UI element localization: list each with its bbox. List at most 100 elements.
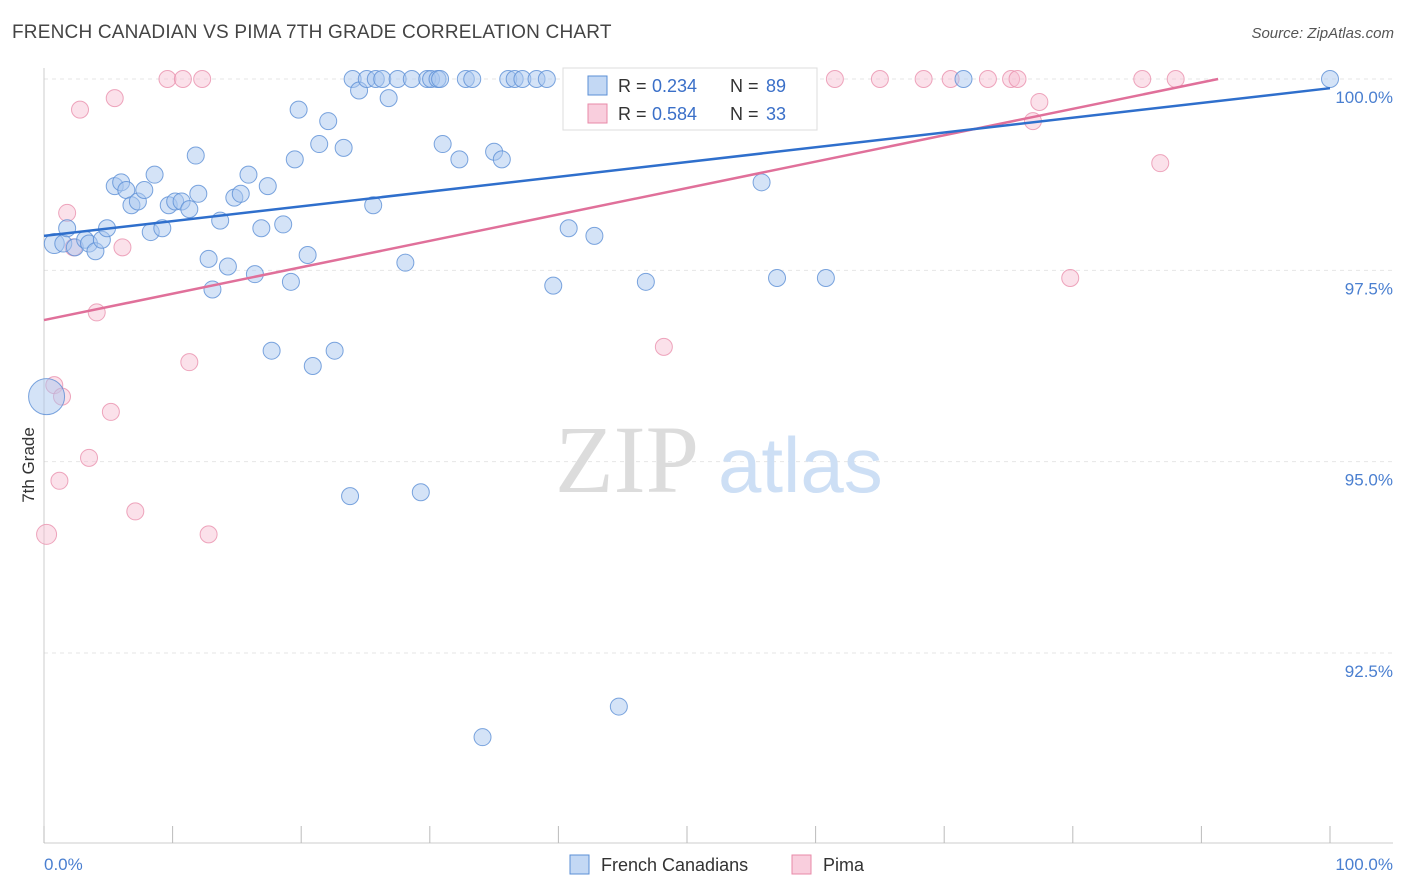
axes — [43, 68, 1393, 844]
french-canadians-point — [325, 341, 344, 360]
legend-n-value-blue: 89 — [766, 76, 786, 96]
pima-point — [1061, 268, 1080, 287]
french-canadians-point — [245, 265, 264, 284]
bottom-legend-swatch-blue — [569, 854, 590, 875]
x-tick-label-0: 0.0% — [44, 855, 83, 874]
series-french-canadians-points — [28, 70, 1339, 747]
french-canadians-point — [281, 272, 300, 291]
french-canadians-point — [289, 100, 308, 119]
watermark-atlas: atlas — [718, 421, 883, 509]
pima-trend-line — [43, 77, 1219, 322]
french-canadians-trend-line — [43, 86, 1331, 238]
french-canadians-point — [364, 196, 383, 215]
french-canadians-point — [285, 150, 304, 169]
french-canadians-point — [334, 138, 353, 157]
french-canadians-point — [752, 173, 771, 192]
pima-point — [101, 402, 120, 421]
french-canadians-point — [28, 378, 66, 416]
pima-point — [80, 448, 99, 467]
pima-point — [193, 70, 212, 88]
french-canadians-point — [492, 150, 511, 169]
french-canadians-point — [199, 249, 218, 268]
gridlines — [44, 78, 1393, 654]
pima-point — [87, 303, 106, 322]
pima-point — [71, 100, 90, 119]
french-canadians-point — [768, 268, 787, 287]
pima-point — [173, 70, 192, 88]
pima-point — [825, 70, 844, 88]
y-axis-label: 7th Grade — [19, 427, 38, 503]
french-canadians-point — [431, 70, 450, 88]
french-canadians-point — [463, 70, 482, 88]
french-canadians-point — [239, 165, 258, 184]
french-canadians-point — [180, 200, 199, 219]
pima-point — [1166, 70, 1185, 88]
french-canadians-point — [262, 341, 281, 360]
french-canadians-point — [1321, 70, 1339, 88]
tick-labels: 92.5% 95.0% 97.5% 100.0% 0.0% 100.0% — [44, 88, 1393, 874]
pima-point — [978, 70, 997, 88]
pima-point — [105, 89, 124, 108]
pima-point — [36, 523, 58, 545]
pima-point — [113, 238, 132, 257]
legend-r-label-blue: R = — [618, 76, 647, 96]
french-canadians-point — [396, 253, 415, 272]
french-canadians-point — [145, 165, 164, 184]
french-canadians-point — [609, 697, 628, 716]
y-tick-label-3: 100.0% — [1335, 88, 1393, 107]
legend-r-label-pink: R = — [618, 104, 647, 124]
french-canadians-point — [310, 135, 329, 154]
french-canadians-point — [303, 357, 322, 375]
pima-point — [1030, 92, 1049, 111]
french-canadians-point — [379, 89, 398, 108]
french-canadians-point — [231, 184, 250, 203]
french-canadians-point — [544, 276, 563, 295]
legend-n-value-pink: 33 — [766, 104, 786, 124]
french-canadians-point — [319, 112, 338, 131]
legend-swatch-blue — [587, 75, 608, 96]
french-canadians-point — [816, 268, 835, 287]
pima-point — [870, 70, 889, 88]
french-canadians-point — [274, 215, 293, 234]
french-canadians-point — [135, 180, 154, 199]
y-tick-label-2: 97.5% — [1345, 279, 1393, 298]
french-canadians-point — [473, 728, 492, 747]
source-credit: Source: ZipAtlas.com — [1251, 25, 1394, 42]
pima-point — [1008, 70, 1027, 88]
legend-swatch-pink — [587, 103, 608, 124]
trend-lines — [43, 77, 1331, 322]
pima-point — [1151, 154, 1170, 173]
pima-point — [654, 337, 673, 356]
french-canadians-point — [559, 219, 578, 238]
y-tick-label-0: 92.5% — [1345, 662, 1393, 681]
french-canadians-point — [585, 226, 604, 245]
french-canadians-point — [433, 135, 452, 154]
french-canadians-point — [218, 257, 237, 276]
pima-point — [914, 70, 933, 88]
pima-point — [50, 471, 69, 490]
french-canadians-point — [298, 246, 317, 265]
pima-point — [180, 353, 199, 372]
french-canadians-point — [402, 70, 421, 88]
pima-point — [158, 70, 177, 88]
french-canadians-point — [537, 70, 556, 88]
french-canadians-point — [341, 487, 360, 506]
french-canadians-point — [954, 70, 973, 88]
legend-r-value-pink: 0.584 — [652, 104, 697, 124]
pima-point — [199, 525, 218, 544]
legend-r-value-blue: 0.234 — [652, 76, 697, 96]
y-tick-label-1: 95.0% — [1345, 471, 1393, 490]
legend-n-label-blue: N = — [730, 76, 759, 96]
french-canadians-point — [373, 70, 392, 88]
french-canadians-point — [252, 219, 271, 238]
watermark-zip: ZIP — [555, 406, 699, 513]
bottom-legend-swatch-pink — [791, 854, 812, 875]
bottom-legend-pima: Pima — [823, 855, 865, 875]
french-canadians-point — [636, 272, 655, 291]
watermark: ZIP atlas — [555, 406, 883, 513]
legend-box: R = 0.234 N = 89 R = 0.584 N = 33 — [562, 67, 818, 131]
french-canadians-point — [258, 177, 277, 196]
legend-n-label-pink: N = — [730, 104, 759, 124]
bottom-legend-french-canadians: French Canadians — [601, 855, 748, 875]
